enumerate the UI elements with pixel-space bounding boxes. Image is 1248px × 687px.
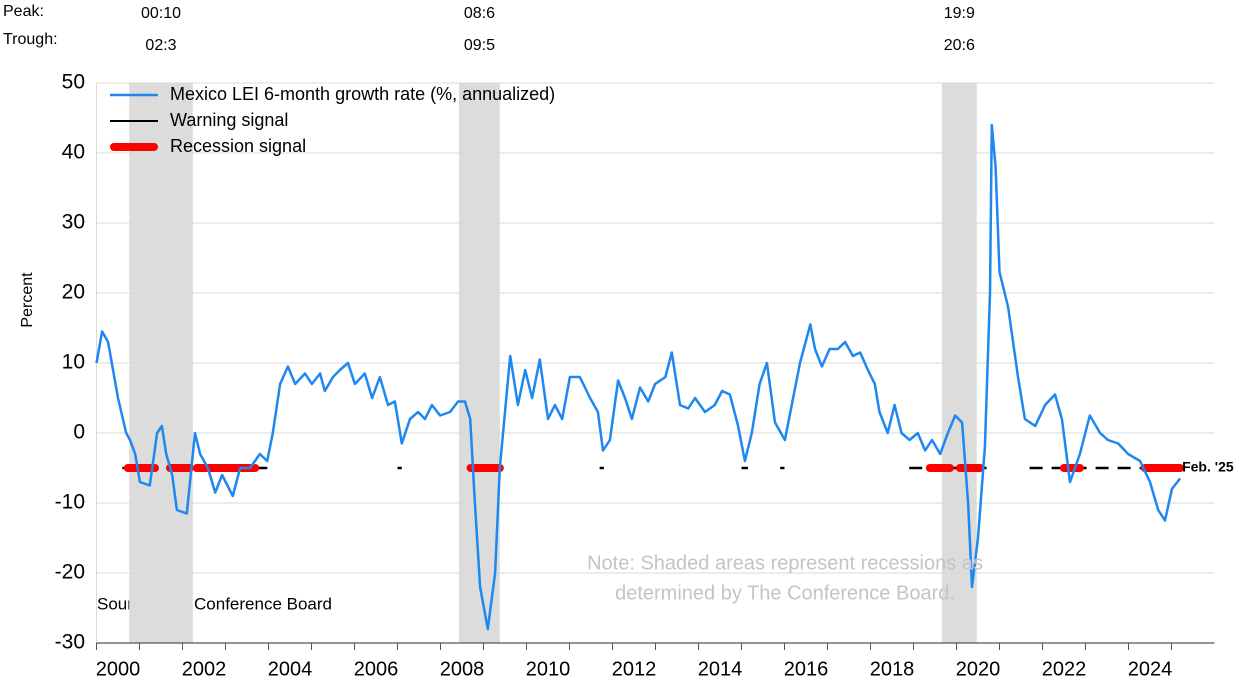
- trough-label: Trough:: [3, 31, 58, 48]
- y-tick-label: 20: [62, 281, 85, 304]
- y-tick-label: 30: [62, 211, 85, 234]
- peak-date: 00:10: [141, 5, 181, 22]
- trough-date: 02:3: [145, 37, 176, 54]
- note: determined by The Conference Board.: [615, 582, 955, 604]
- x-tick-label: 2004: [268, 658, 313, 680]
- peak-label: Peak:: [3, 3, 44, 20]
- peak-date: 08:6: [464, 5, 495, 22]
- y-tick-label: -30: [55, 631, 85, 654]
- note: Note: Shaded areas represent recessions …: [587, 552, 983, 574]
- x-tick-label: 2024: [1128, 658, 1173, 680]
- end-label: Feb. '25: [1182, 459, 1234, 475]
- y-tick-label: 40: [62, 141, 85, 164]
- y-tick-label: -10: [55, 491, 85, 514]
- peak-date: 19:9: [944, 5, 975, 22]
- x-tick-label: 2008: [440, 658, 485, 680]
- x-tick-label: 2000: [96, 658, 141, 680]
- data-line: [95, 123, 1182, 631]
- legend-label: Recession signal: [170, 136, 306, 156]
- x-tick-label: 2018: [870, 658, 915, 680]
- trough-date: 20:6: [944, 37, 975, 54]
- x-tick-label: 2022: [1042, 658, 1087, 680]
- y-tick-label: 0: [73, 421, 85, 444]
- y-tick-label: 10: [62, 351, 85, 374]
- x-tick-label: 2014: [698, 658, 743, 680]
- x-tick-label: 2010: [526, 658, 571, 680]
- y-tick-label: 50: [62, 71, 85, 94]
- x-tick-label: 2002: [182, 658, 227, 680]
- x-tick-label: 2006: [354, 658, 399, 680]
- x-tick-label: 2020: [956, 658, 1001, 680]
- legend-label: Warning signal: [170, 110, 288, 130]
- x-tick-label: 2016: [784, 658, 829, 680]
- y-axis-label: Percent: [19, 272, 36, 328]
- y-tick-label: -20: [55, 561, 85, 584]
- trough-date: 09:5: [464, 37, 495, 54]
- legend-label: Mexico LEI 6-month growth rate (%, annua…: [170, 84, 555, 104]
- x-tick-label: 2012: [612, 658, 657, 680]
